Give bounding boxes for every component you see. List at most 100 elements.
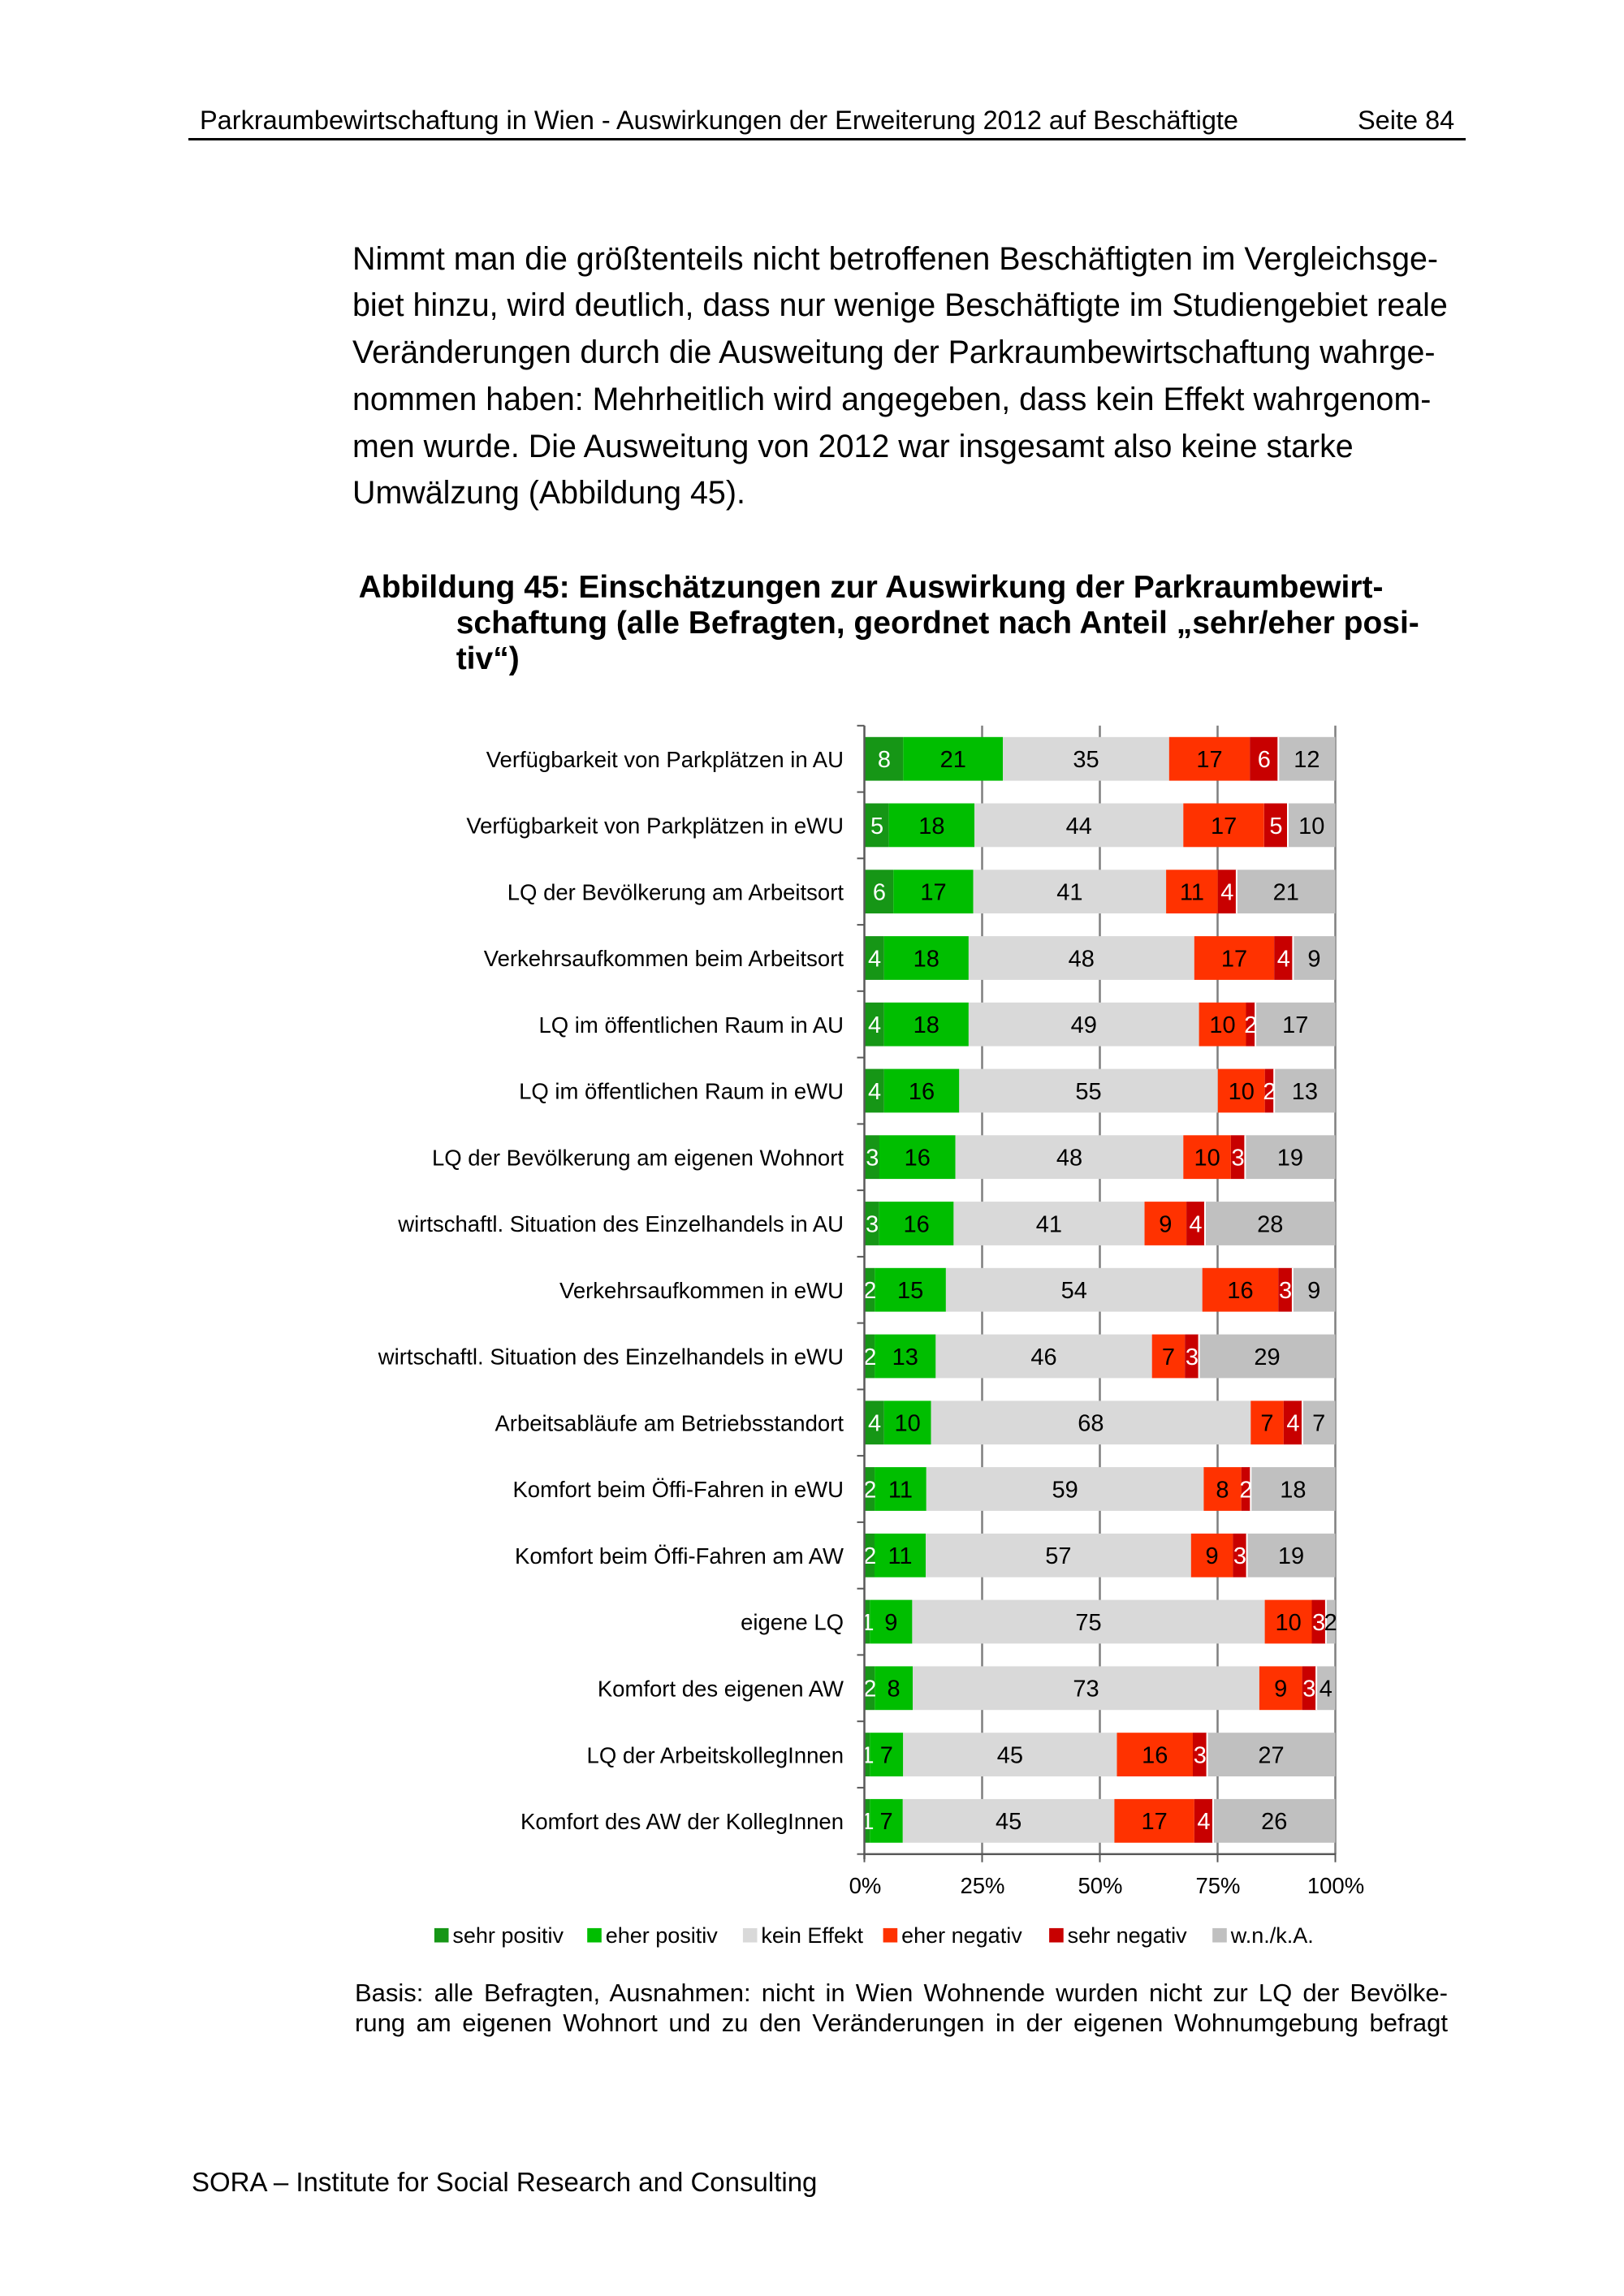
svg-text:3: 3 — [1194, 1743, 1207, 1769]
svg-text:4: 4 — [1277, 946, 1290, 972]
svg-text:2: 2 — [863, 1477, 876, 1503]
svg-text:sehr positiv: sehr positiv — [452, 1923, 564, 1948]
svg-text:Verfügbarkeit von Parkplätzen: Verfügbarkeit von Parkplätzen in eWU — [466, 814, 844, 839]
svg-text:17: 17 — [1141, 1809, 1167, 1835]
svg-text:68: 68 — [1078, 1411, 1104, 1437]
svg-text:4: 4 — [1220, 880, 1233, 906]
svg-text:17: 17 — [1196, 747, 1222, 773]
svg-text:9: 9 — [1206, 1543, 1219, 1569]
svg-text:wirtschaftl. Situation des Ein: wirtschaftl. Situation des Einzelhandels… — [378, 1344, 844, 1370]
svg-text:Komfort des eigenen AW: Komfort des eigenen AW — [598, 1677, 844, 1702]
svg-text:11: 11 — [1180, 880, 1204, 906]
svg-text:3: 3 — [1302, 1677, 1315, 1703]
svg-text:46: 46 — [1030, 1344, 1056, 1370]
svg-text:10: 10 — [1229, 1079, 1255, 1105]
svg-text:41: 41 — [1036, 1211, 1062, 1237]
svg-text:LQ der ArbeitskollegInnen: LQ der ArbeitskollegInnen — [587, 1742, 844, 1767]
svg-text:28: 28 — [1257, 1211, 1283, 1237]
svg-text:18: 18 — [914, 1012, 939, 1038]
svg-text:1: 1 — [861, 1610, 874, 1636]
svg-text:7: 7 — [1162, 1344, 1175, 1370]
svg-text:Arbeitsabläufe am Betriebsstan: Arbeitsabläufe am Betriebsstandort — [495, 1411, 844, 1436]
svg-text:4: 4 — [1286, 1411, 1299, 1437]
svg-text:17: 17 — [920, 880, 946, 906]
svg-text:2: 2 — [863, 1677, 876, 1703]
svg-text:7: 7 — [1260, 1411, 1273, 1437]
svg-text:9: 9 — [1307, 1278, 1320, 1304]
svg-text:50%: 50% — [1078, 1873, 1122, 1898]
svg-text:kein Effekt: kein Effekt — [761, 1923, 863, 1948]
svg-text:15: 15 — [897, 1278, 923, 1304]
svg-text:17: 17 — [1211, 814, 1237, 839]
svg-text:Verkehrsaufkommen beim Arbeits: Verkehrsaufkommen beim Arbeitsort — [484, 946, 844, 971]
svg-text:3: 3 — [1186, 1344, 1199, 1370]
svg-text:LQ im öffentlichen Raum in eWU: LQ im öffentlichen Raum in eWU — [519, 1079, 844, 1104]
svg-text:57: 57 — [1045, 1543, 1071, 1569]
svg-text:6: 6 — [1258, 747, 1271, 773]
svg-text:13: 13 — [1292, 1079, 1318, 1105]
svg-text:27: 27 — [1258, 1743, 1284, 1769]
svg-text:11: 11 — [888, 1543, 912, 1569]
svg-text:10: 10 — [1209, 1012, 1235, 1038]
svg-text:3: 3 — [1312, 1610, 1325, 1636]
svg-text:2: 2 — [1263, 1079, 1276, 1105]
svg-text:1: 1 — [861, 1743, 874, 1769]
svg-text:5: 5 — [1269, 814, 1282, 839]
svg-text:26: 26 — [1261, 1809, 1287, 1835]
svg-text:13: 13 — [892, 1344, 918, 1370]
svg-text:2: 2 — [1244, 1012, 1257, 1038]
svg-text:19: 19 — [1277, 1146, 1303, 1172]
svg-text:35: 35 — [1073, 747, 1099, 773]
svg-text:4: 4 — [868, 1079, 881, 1105]
svg-text:29: 29 — [1254, 1344, 1280, 1370]
svg-text:4: 4 — [1197, 1809, 1210, 1835]
svg-text:54: 54 — [1061, 1278, 1087, 1304]
svg-text:25%: 25% — [960, 1873, 1004, 1898]
svg-text:16: 16 — [1227, 1278, 1253, 1304]
svg-text:LQ der Bevölkerung am eigenen: LQ der Bevölkerung am eigenen Wohnort — [432, 1145, 844, 1170]
svg-text:41: 41 — [1056, 880, 1082, 906]
svg-text:21: 21 — [1273, 880, 1299, 906]
svg-text:2: 2 — [863, 1344, 876, 1370]
svg-text:18: 18 — [918, 814, 944, 839]
svg-text:21: 21 — [940, 747, 966, 773]
svg-text:8: 8 — [888, 1677, 901, 1703]
svg-text:wirtschaftl. Situation des Ein: wirtschaftl. Situation des Einzelhandels… — [397, 1211, 844, 1236]
svg-text:16: 16 — [909, 1079, 935, 1105]
svg-text:3: 3 — [1233, 1543, 1246, 1569]
svg-text:16: 16 — [905, 1146, 931, 1172]
svg-text:8: 8 — [1216, 1477, 1229, 1503]
svg-text:44: 44 — [1066, 814, 1092, 839]
svg-text:Komfort des AW der KollegInnen: Komfort des AW der KollegInnen — [520, 1809, 844, 1834]
svg-text:3: 3 — [866, 1211, 879, 1237]
svg-text:75: 75 — [1075, 1610, 1101, 1636]
svg-text:75%: 75% — [1195, 1873, 1240, 1898]
svg-text:17: 17 — [1221, 946, 1247, 972]
svg-text:eigene LQ: eigene LQ — [741, 1610, 844, 1635]
svg-text:LQ der Bevölkerung am Arbeitso: LQ der Bevölkerung am Arbeitsort — [508, 879, 844, 904]
svg-text:10: 10 — [1298, 814, 1324, 839]
svg-text:4: 4 — [868, 1411, 881, 1437]
svg-text:45: 45 — [997, 1743, 1023, 1769]
svg-text:17: 17 — [1282, 1012, 1308, 1038]
svg-text:Verkehrsaufkommen in eWU: Verkehrsaufkommen in eWU — [559, 1278, 844, 1303]
svg-text:18: 18 — [1280, 1477, 1306, 1503]
svg-text:4: 4 — [868, 1012, 881, 1038]
svg-text:LQ im öffentlichen Raum in AU: LQ im öffentlichen Raum in AU — [538, 1012, 844, 1038]
svg-text:eher positiv: eher positiv — [606, 1923, 719, 1948]
svg-text:7: 7 — [1312, 1411, 1325, 1437]
svg-text:10: 10 — [1194, 1146, 1220, 1172]
svg-text:11: 11 — [888, 1477, 913, 1503]
svg-text:100%: 100% — [1307, 1873, 1364, 1898]
svg-text:2: 2 — [1324, 1610, 1337, 1636]
svg-text:6: 6 — [873, 880, 886, 906]
svg-text:eher negativ: eher negativ — [901, 1923, 1022, 1948]
svg-text:2: 2 — [863, 1543, 876, 1569]
svg-text:49: 49 — [1071, 1012, 1097, 1038]
svg-text:9: 9 — [884, 1610, 897, 1636]
svg-text:12: 12 — [1294, 747, 1320, 773]
svg-text:0%: 0% — [849, 1873, 882, 1898]
svg-text:Komfort beim Öffi-Fahren in eW: Komfort beim Öffi-Fahren in eWU — [512, 1477, 844, 1502]
svg-text:8: 8 — [878, 747, 891, 773]
svg-text:19: 19 — [1278, 1543, 1304, 1569]
